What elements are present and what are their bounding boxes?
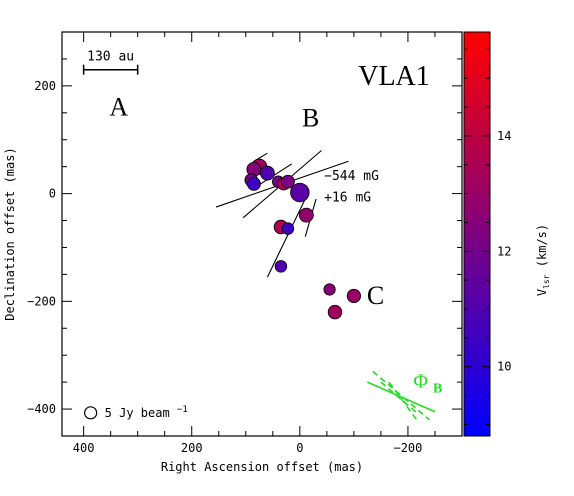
maser-point-4 [246, 177, 261, 191]
x-tick-label: −200 [393, 441, 422, 455]
maser-point-7 [281, 174, 295, 189]
svg-text:Φ B: Φ B [413, 371, 442, 397]
colorbar-tick-label: 14 [497, 129, 511, 143]
chart-title: VLA1 [358, 61, 430, 92]
maser-points [244, 158, 361, 320]
colorbar-tick-label: 12 [497, 244, 511, 258]
beam-legend: 5 Jy beam −1 [84, 405, 188, 420]
y-tick-label: 0 [49, 187, 56, 201]
phi-line-3 [367, 381, 436, 413]
phi-line-1 [380, 381, 420, 416]
beam-legend-exponent: −1 [177, 405, 188, 415]
field-vector-4 [266, 198, 306, 278]
plot-frame [61, 31, 463, 437]
x-axis-ticks: 400 200 0 −200 [73, 32, 463, 455]
colorbar-label: Vlsr (km/s) [535, 224, 551, 296]
region-label-a: A [109, 92, 128, 121]
maser-point-12 [274, 260, 288, 273]
maser-point-15 [327, 304, 343, 320]
maser-point-14 [346, 288, 361, 304]
phi-symbol: Φ [413, 371, 428, 393]
beam-legend-circle [84, 406, 98, 420]
colorbar-gradient [463, 31, 491, 437]
scale-bar: 130 au [82, 50, 139, 75]
x-tick-label: 200 [181, 441, 203, 455]
colorbar-tick-label: 10 [497, 360, 511, 374]
y-tick-label: −400 [27, 402, 56, 416]
phi-subscript: B [433, 382, 442, 397]
x-tick-label: 400 [73, 441, 95, 455]
svg-text:5 Jy beam −1: 5 Jy beam −1 [105, 405, 188, 420]
maser-point-9 [298, 207, 314, 223]
y-axis-label: Declination offset (mas) [3, 147, 17, 320]
phi-b-annotation: Φ B [367, 370, 442, 424]
x-axis-label: Right Ascension offset (mas) [161, 460, 363, 474]
colorbar: 10 12 14 Vlsr (km/s) [463, 31, 551, 437]
scale-bar-label: 130 au [87, 50, 134, 65]
colorbar-ticks: 10 12 14 [464, 48, 511, 425]
maser-point-8 [290, 182, 310, 203]
phi-line-2 [388, 381, 420, 424]
region-label-c: C [367, 281, 384, 310]
x-tick-label: 0 [296, 441, 303, 455]
region-label-b: B [302, 103, 319, 132]
y-tick-label: −200 [27, 294, 56, 308]
maser-point-2 [260, 165, 275, 181]
y-tick-label: 200 [34, 79, 56, 93]
field-annotation-positive: +16 mG [324, 191, 371, 206]
maser-point-13 [323, 283, 336, 296]
phi-line-0 [372, 370, 431, 421]
maser-point-11 [281, 222, 295, 235]
beam-legend-text: 5 Jy beam [105, 406, 170, 420]
field-annotation-negative: −544 mG [324, 169, 379, 184]
y-axis-ticks: 200 0 −200 −400 [27, 31, 462, 437]
